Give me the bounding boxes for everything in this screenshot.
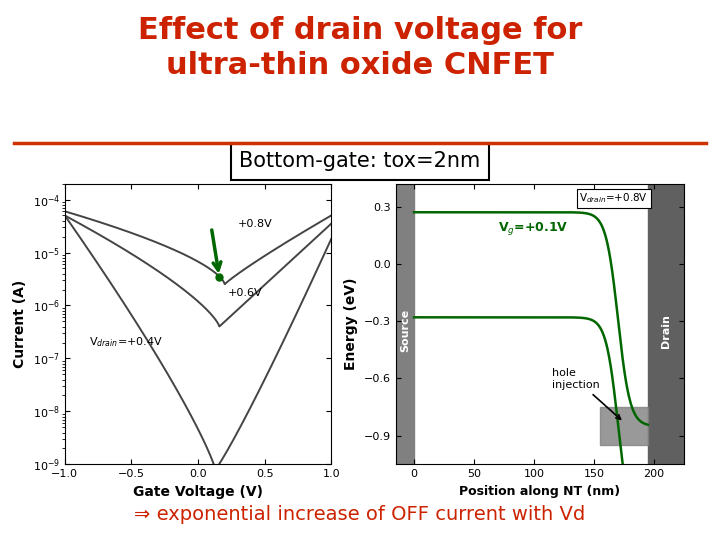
Text: V$_{drain}$=+0.4V: V$_{drain}$=+0.4V (89, 335, 163, 349)
Bar (396, 184, 414, 464)
Y-axis label: Energy (eV): Energy (eV) (344, 278, 359, 370)
Text: +0.6V: +0.6V (228, 288, 262, 298)
X-axis label: Gate Voltage (V): Gate Voltage (V) (133, 485, 263, 499)
Text: hole
injection: hole injection (552, 368, 621, 419)
Bar (648, 184, 684, 464)
Text: Effect of drain voltage for
ultra-thin oxide CNFET: Effect of drain voltage for ultra-thin o… (138, 16, 582, 80)
Text: Source: Source (400, 309, 410, 352)
Text: V$_{g}$=+0.1V: V$_{g}$=+0.1V (498, 220, 568, 238)
Y-axis label: Current (A): Current (A) (13, 280, 27, 368)
X-axis label: Position along NT (nm): Position along NT (nm) (459, 485, 621, 498)
Text: V$_{drain}$=+0.8V: V$_{drain}$=+0.8V (579, 191, 648, 205)
Text: Drain: Drain (661, 314, 671, 348)
Text: ⇒ exponential increase of OFF current with Vd: ⇒ exponential increase of OFF current wi… (135, 505, 585, 524)
Text: +0.8V: +0.8V (238, 219, 273, 230)
Text: Bottom-gate: tox=2nm: Bottom-gate: tox=2nm (239, 151, 481, 171)
